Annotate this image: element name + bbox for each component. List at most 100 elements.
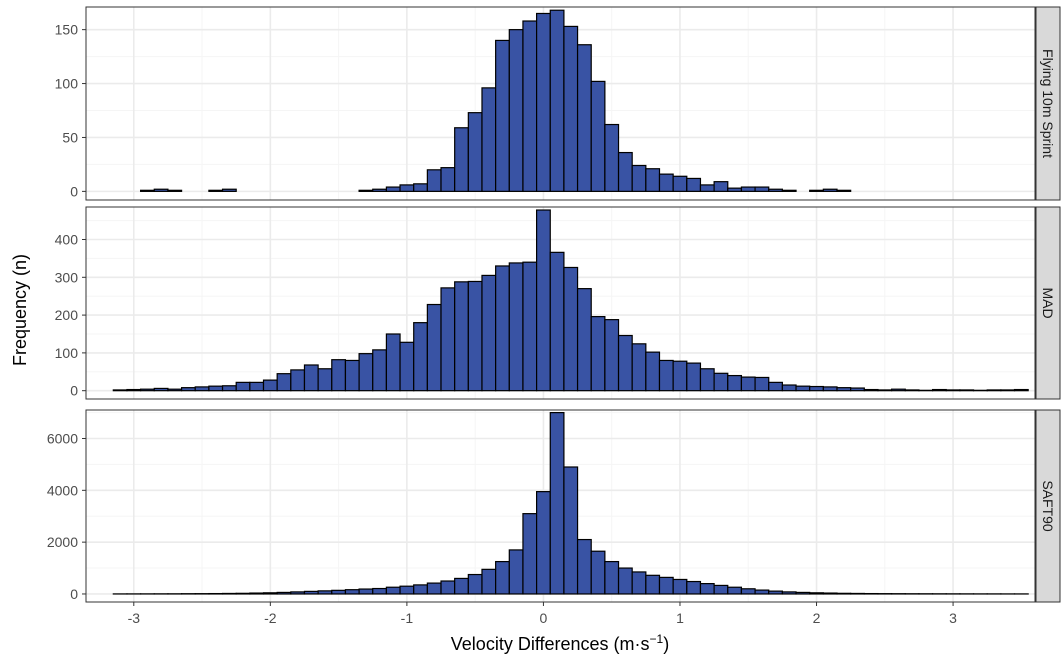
histogram-bar (454, 577, 469, 595)
panel-3: 0 2000 4000 6000 SAFT90 (47, 409, 1061, 603)
y-tick-label: 0 (70, 183, 78, 199)
histogram-bar (945, 389, 961, 392)
histogram-bar (740, 376, 756, 392)
histogram-bar (549, 9, 565, 192)
x-axis-title-superscript: −1 (650, 632, 664, 646)
histogram-bar (495, 265, 510, 392)
x-tick-label: 3 (949, 610, 957, 626)
y-tick-label: 0 (70, 383, 78, 399)
histogram-bar (467, 573, 483, 595)
histogram-bar (153, 188, 169, 192)
x-axis-title-main: Velocity Differences (m·s (451, 634, 650, 654)
histogram-bar (413, 322, 428, 392)
histogram-bar (276, 373, 292, 392)
histogram-bar (317, 368, 333, 392)
histogram-bar (385, 586, 401, 595)
x-axis-title-close: ) (663, 634, 669, 654)
histogram-bar (180, 387, 196, 392)
histogram-bar (426, 303, 442, 392)
x-tick-label: 2 (813, 610, 821, 626)
x-axis: -3 -2 -1 0 1 2 3 (128, 602, 957, 626)
histogram-bar (754, 589, 770, 595)
histogram-bar (863, 388, 879, 392)
histogram-bar (235, 592, 251, 595)
histogram-bar (713, 181, 729, 192)
facet-strip-label: MAD (1040, 287, 1056, 318)
histogram-bar (413, 183, 428, 192)
histogram-bar (768, 188, 783, 192)
panel-2: 0 100 200 300 400 MAD (55, 206, 1061, 400)
histogram-bar (904, 389, 920, 392)
histogram-bar (850, 592, 865, 595)
y-tick-label: 2000 (47, 534, 78, 550)
histogram-bar (686, 362, 702, 392)
x-tick-label: -3 (128, 610, 141, 626)
panels-layer: 0 50 100 150 Flying 10m Sprint 0 100 200 300 400 M… (47, 6, 1061, 603)
histogram-bar (426, 169, 442, 192)
x-tick-label: -2 (264, 610, 277, 626)
y-tick-label: 6000 (47, 431, 78, 447)
histogram-bar (358, 189, 374, 192)
histogram-bar (221, 592, 237, 595)
histogram-bar (249, 381, 265, 392)
histogram-bar (850, 387, 865, 392)
histogram-bars (112, 411, 1029, 595)
histogram-bar (331, 359, 347, 392)
histogram-bar (672, 175, 688, 192)
histogram-bar (590, 316, 606, 392)
histogram-bar (372, 349, 388, 392)
histogram-bar (891, 388, 906, 392)
panel-border (85, 409, 1036, 603)
histogram-bar (522, 513, 538, 595)
histogram-bar (699, 368, 715, 392)
histogram-bar (713, 584, 729, 595)
histogram-bar (262, 379, 278, 392)
histogram-bar (631, 164, 647, 192)
x-tick-label: 1 (676, 610, 684, 626)
histogram-bar (344, 589, 360, 595)
panel-border (85, 6, 1036, 201)
histogram-bar (699, 184, 715, 192)
histogram-bar (631, 343, 647, 392)
x-tick-label: -1 (401, 610, 414, 626)
histogram-bar (249, 592, 265, 595)
histogram-bar (508, 262, 524, 392)
panel-border (85, 206, 1036, 400)
histogram-bar (986, 389, 1002, 392)
histogram-bar (563, 25, 579, 192)
histogram-bar (481, 87, 497, 192)
histogram-bar (208, 189, 224, 192)
histogram-bar (768, 381, 783, 392)
histogram-bar (631, 571, 647, 595)
histogram-bar (563, 266, 579, 392)
panel-1: 0 50 100 150 Flying 10m Sprint (55, 6, 1061, 201)
y-tick-label: 300 (55, 269, 79, 285)
histogram-bar (372, 188, 388, 192)
histogram-bar (399, 585, 415, 595)
histogram-bar (426, 582, 442, 595)
histogram-bar (385, 186, 401, 192)
y-tick-label: 400 (55, 232, 79, 248)
histogram-bar (126, 388, 142, 392)
histogram-bar (235, 381, 251, 392)
histogram-bar (481, 568, 497, 595)
x-tick-label: 0 (540, 610, 548, 626)
histogram-bar (358, 353, 374, 392)
histogram-bar (262, 592, 278, 595)
y-tick-label: 100 (55, 345, 79, 361)
histogram-bar (440, 580, 456, 595)
histogram-bar (795, 591, 811, 595)
histogram-bar (617, 151, 633, 192)
histogram-bar (522, 20, 538, 192)
histogram-bar (836, 189, 852, 192)
histogram-bar (686, 177, 702, 192)
histogram-bar (727, 187, 743, 192)
histogram-bar (822, 592, 838, 595)
histogram-bar (740, 588, 756, 595)
histogram-bar (358, 588, 374, 595)
histogram-bar (140, 388, 155, 392)
histogram-bar (549, 411, 565, 595)
histogram-bar (699, 583, 715, 595)
histogram-bar (440, 167, 456, 192)
